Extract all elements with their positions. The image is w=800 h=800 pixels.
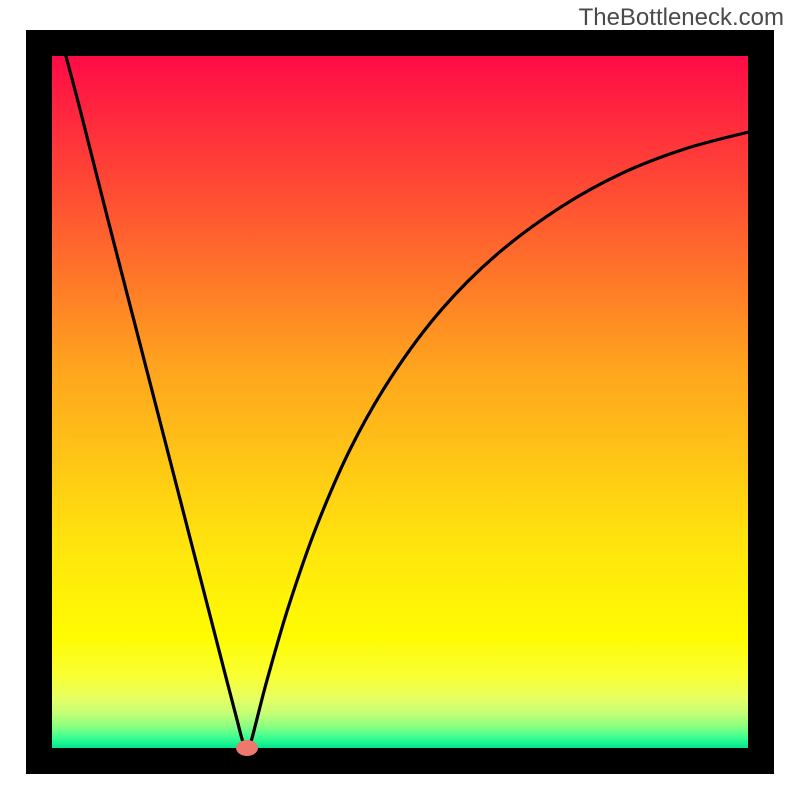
optimum-marker [236,740,258,756]
bottleneck-chart: TheBottleneck.com [0,0,800,800]
curve-path [66,56,748,748]
plot-area [52,56,748,748]
performance-curve [52,56,748,748]
chart-frame [26,30,774,774]
attribution-label: TheBottleneck.com [579,4,784,32]
